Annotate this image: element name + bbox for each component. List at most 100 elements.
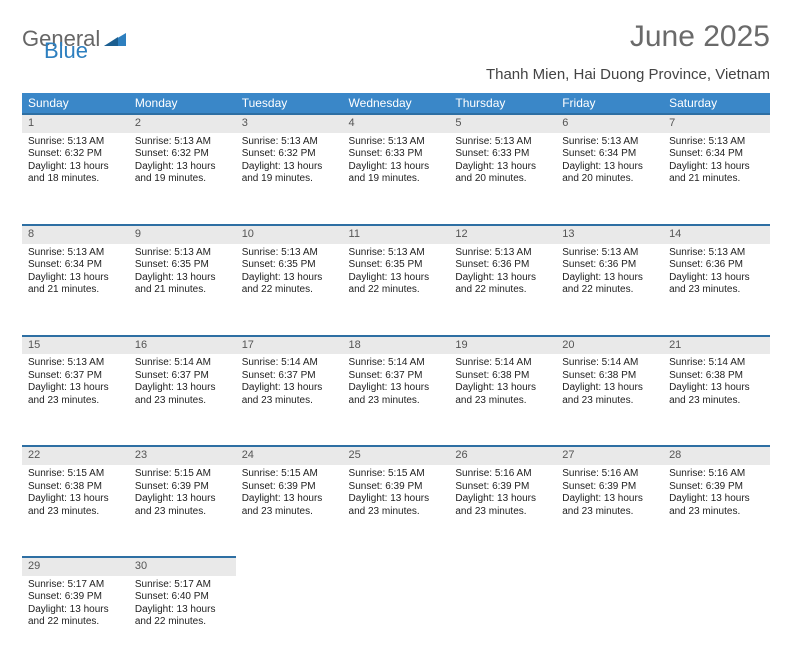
sunset-text: Sunset: 6:39 PM [28,591,123,604]
day-cell: Sunrise: 5:13 AMSunset: 6:33 PMDaylight:… [343,133,450,225]
day-cell: Sunrise: 5:15 AMSunset: 6:39 PMDaylight:… [236,465,343,557]
sunrise-text: Sunrise: 5:14 AM [669,357,764,370]
sunrise-text: Sunrise: 5:15 AM [242,468,337,481]
day-number: 16 [129,336,236,355]
day-number: 23 [129,446,236,465]
day-number [449,557,556,576]
day-cell: Sunrise: 5:14 AMSunset: 6:38 PMDaylight:… [556,354,663,446]
day-cell: Sunrise: 5:13 AMSunset: 6:35 PMDaylight:… [129,244,236,336]
day-cell: Sunrise: 5:13 AMSunset: 6:37 PMDaylight:… [22,354,129,446]
day2-text: and 23 minutes. [135,506,230,519]
daybody-row: Sunrise: 5:17 AMSunset: 6:39 PMDaylight:… [22,576,770,668]
sunrise-text: Sunrise: 5:15 AM [28,468,123,481]
day2-text: and 22 minutes. [349,284,444,297]
day1-text: Daylight: 13 hours [669,272,764,285]
day2-text: and 22 minutes. [562,284,657,297]
daybody-row: Sunrise: 5:13 AMSunset: 6:37 PMDaylight:… [22,354,770,446]
day-number: 5 [449,114,556,133]
day1-text: Daylight: 13 hours [349,493,444,506]
daybody-row: Sunrise: 5:15 AMSunset: 6:38 PMDaylight:… [22,465,770,557]
day-number: 24 [236,446,343,465]
day2-text: and 23 minutes. [349,506,444,519]
day1-text: Daylight: 13 hours [669,161,764,174]
sunset-text: Sunset: 6:34 PM [562,148,657,161]
sunrise-text: Sunrise: 5:13 AM [669,247,764,260]
day1-text: Daylight: 13 hours [669,493,764,506]
day2-text: and 23 minutes. [28,506,123,519]
sunset-text: Sunset: 6:39 PM [669,481,764,494]
weekday-header: Monday [129,93,236,114]
day-number: 6 [556,114,663,133]
day-cell: Sunrise: 5:13 AMSunset: 6:36 PMDaylight:… [663,244,770,336]
weekday-header: Sunday [22,93,129,114]
sunset-text: Sunset: 6:38 PM [562,370,657,383]
sunrise-text: Sunrise: 5:13 AM [135,136,230,149]
day2-text: and 23 minutes. [28,395,123,408]
day-cell: Sunrise: 5:14 AMSunset: 6:37 PMDaylight:… [343,354,450,446]
day1-text: Daylight: 13 hours [349,272,444,285]
weekday-header: Wednesday [343,93,450,114]
day-number: 12 [449,225,556,244]
day-cell: Sunrise: 5:13 AMSunset: 6:35 PMDaylight:… [236,244,343,336]
sunset-text: Sunset: 6:36 PM [562,259,657,272]
daynum-row: 891011121314 [22,225,770,244]
day-cell: Sunrise: 5:14 AMSunset: 6:38 PMDaylight:… [449,354,556,446]
brand-part2: Blue [44,38,88,64]
day2-text: and 19 minutes. [135,173,230,186]
daynum-row: 22232425262728 [22,446,770,465]
day-number: 25 [343,446,450,465]
day1-text: Daylight: 13 hours [135,272,230,285]
day-cell [449,576,556,668]
day-number: 11 [343,225,450,244]
sunrise-text: Sunrise: 5:13 AM [135,247,230,260]
day2-text: and 23 minutes. [562,506,657,519]
sunrise-text: Sunrise: 5:15 AM [135,468,230,481]
sunrise-text: Sunrise: 5:13 AM [242,136,337,149]
day-number: 26 [449,446,556,465]
day-number: 28 [663,446,770,465]
day2-text: and 21 minutes. [135,284,230,297]
sunrise-text: Sunrise: 5:16 AM [455,468,550,481]
day-cell: Sunrise: 5:17 AMSunset: 6:40 PMDaylight:… [129,576,236,668]
day1-text: Daylight: 13 hours [562,493,657,506]
sunset-text: Sunset: 6:37 PM [349,370,444,383]
day-cell: Sunrise: 5:14 AMSunset: 6:38 PMDaylight:… [663,354,770,446]
sunset-text: Sunset: 6:32 PM [28,148,123,161]
location-subtitle: Thanh Mien, Hai Duong Province, Vietnam [22,66,770,83]
day-number: 13 [556,225,663,244]
day-cell: Sunrise: 5:13 AMSunset: 6:33 PMDaylight:… [449,133,556,225]
day-number: 17 [236,336,343,355]
day-cell: Sunrise: 5:15 AMSunset: 6:39 PMDaylight:… [129,465,236,557]
daynum-row: 2930 [22,557,770,576]
day-number: 2 [129,114,236,133]
sunrise-text: Sunrise: 5:13 AM [242,247,337,260]
day2-text: and 19 minutes. [349,173,444,186]
day2-text: and 23 minutes. [455,506,550,519]
sunrise-text: Sunrise: 5:13 AM [455,136,550,149]
sunrise-text: Sunrise: 5:13 AM [562,136,657,149]
day2-text: and 23 minutes. [562,395,657,408]
sunrise-text: Sunrise: 5:14 AM [349,357,444,370]
day-cell: Sunrise: 5:17 AMSunset: 6:39 PMDaylight:… [22,576,129,668]
sunset-text: Sunset: 6:34 PM [669,148,764,161]
day1-text: Daylight: 13 hours [242,161,337,174]
day2-text: and 23 minutes. [242,506,337,519]
weekday-header: Saturday [663,93,770,114]
day2-text: and 23 minutes. [669,395,764,408]
day1-text: Daylight: 13 hours [135,493,230,506]
day-number: 14 [663,225,770,244]
day1-text: Daylight: 13 hours [242,272,337,285]
day2-text: and 18 minutes. [28,173,123,186]
day-cell: Sunrise: 5:16 AMSunset: 6:39 PMDaylight:… [663,465,770,557]
page-title: June 2025 [630,20,770,54]
day2-text: and 21 minutes. [669,173,764,186]
day-number [343,557,450,576]
weekday-header: Thursday [449,93,556,114]
day-number: 9 [129,225,236,244]
day-cell: Sunrise: 5:13 AMSunset: 6:34 PMDaylight:… [556,133,663,225]
daybody-row: Sunrise: 5:13 AM Sunset: 6:32 PM Daylight:… [22,133,770,225]
day-number: 8 [22,225,129,244]
day2-text: and 22 minutes. [135,616,230,629]
sunset-text: Sunset: 6:33 PM [349,148,444,161]
day-number: 20 [556,336,663,355]
